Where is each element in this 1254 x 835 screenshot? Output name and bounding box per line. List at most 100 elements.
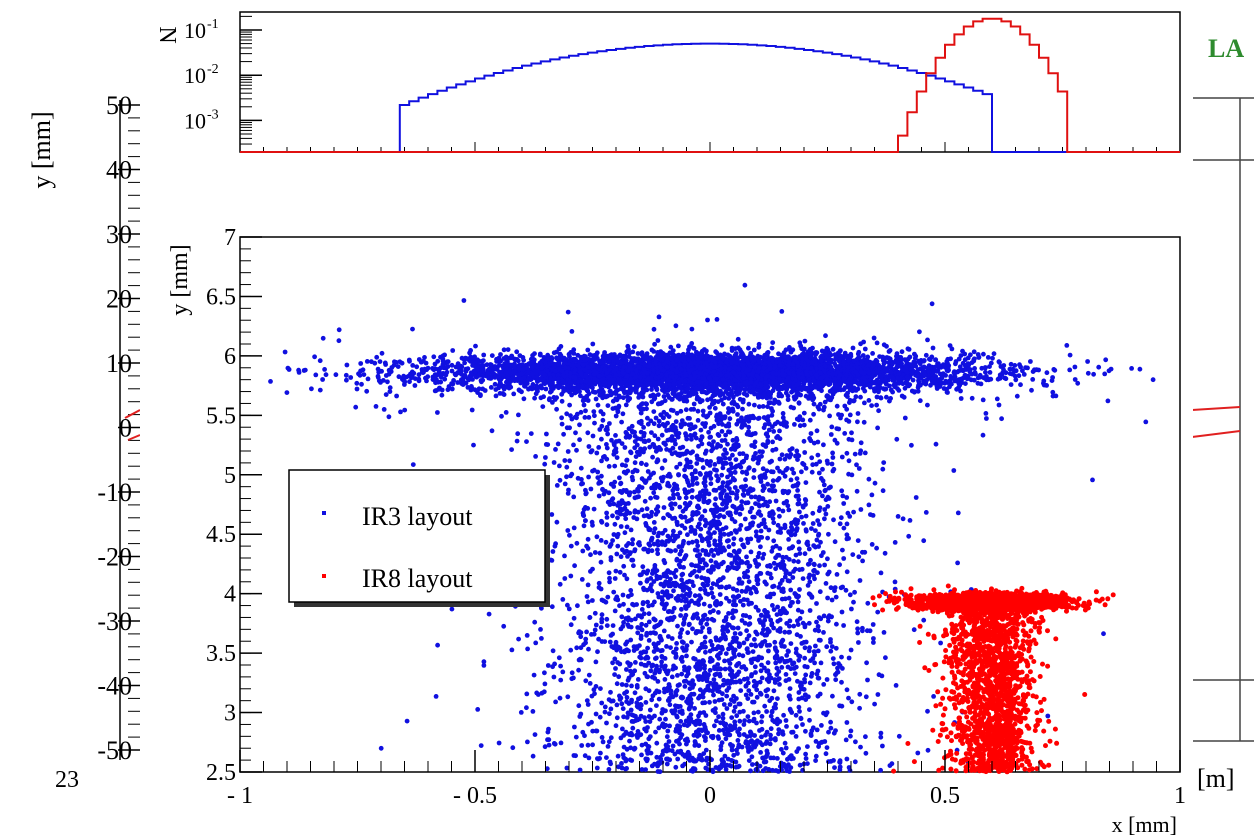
scatter-point-ir3 bbox=[655, 352, 661, 357]
scatter-point-ir3 bbox=[819, 353, 825, 359]
scatter-point-ir3 bbox=[1008, 382, 1014, 387]
scatter-point-ir3 bbox=[511, 391, 517, 397]
scatter-point-ir3 bbox=[559, 391, 565, 397]
scatter-point-ir3 bbox=[518, 380, 524, 386]
scatter-point-ir3 bbox=[884, 343, 889, 349]
scatter-point-ir3 bbox=[837, 372, 843, 378]
scatter-point-ir3 bbox=[395, 364, 401, 369]
scatter-point-ir3 bbox=[1075, 380, 1081, 386]
scatter-point-ir3 bbox=[312, 354, 317, 360]
scatter-point-ir3 bbox=[320, 377, 325, 382]
scatter-point-ir3 bbox=[719, 342, 725, 348]
scatter-point-ir3 bbox=[910, 377, 916, 383]
scatter-point-ir3 bbox=[944, 389, 950, 395]
scatter-point-ir3 bbox=[597, 392, 603, 398]
scatter-point-ir3 bbox=[703, 355, 709, 361]
scatter-point-ir3 bbox=[728, 381, 734, 387]
scatter-point-ir3 bbox=[613, 372, 618, 378]
scatter-point-ir3 bbox=[558, 344, 564, 349]
scatter-point-ir3 bbox=[470, 377, 475, 382]
scatter-point-ir3 bbox=[396, 374, 402, 380]
scatter-point-ir3 bbox=[987, 370, 993, 375]
scatter-point-ir3 bbox=[375, 366, 381, 372]
scatter-point-ir3 bbox=[648, 355, 653, 361]
scatter-point-ir3 bbox=[923, 352, 929, 358]
scatter-point-ir3 bbox=[445, 359, 451, 365]
scatter-point-ir3 bbox=[807, 347, 813, 352]
scatter-point-ir3 bbox=[940, 371, 946, 377]
scatter-point-ir3 bbox=[945, 365, 951, 371]
histogram-ytick-label: 10 bbox=[184, 63, 206, 88]
scatter-point-ir3 bbox=[982, 375, 988, 381]
scatter-point-ir3 bbox=[407, 358, 412, 364]
scatter-point-ir3 bbox=[387, 389, 393, 394]
scatter-point-ir3 bbox=[402, 382, 407, 387]
scatter-point-ir3 bbox=[795, 363, 801, 369]
histogram-ylabel: N bbox=[154, 26, 180, 43]
scatter-point-ir3 bbox=[990, 355, 995, 361]
scatter-point-ir3 bbox=[268, 379, 273, 384]
scatter-point-ir3 bbox=[344, 377, 349, 383]
scatter-point-ir3 bbox=[972, 366, 977, 371]
scatter-point-ir3 bbox=[1044, 370, 1050, 376]
scatter-point-ir3 bbox=[855, 355, 861, 361]
scatter-point-ir3 bbox=[548, 376, 553, 381]
histogram-series-ir8 bbox=[240, 17, 1180, 153]
scatter-point-ir3 bbox=[1014, 393, 1020, 399]
background-red-mark bbox=[1191, 406, 1241, 411]
scatter-point-ir3 bbox=[854, 361, 860, 367]
scatter-point-ir3 bbox=[416, 376, 422, 382]
scatter-point-ir3 bbox=[302, 367, 308, 373]
scatter-point-ir3 bbox=[372, 360, 378, 366]
scatter-point-ir3 bbox=[379, 350, 385, 356]
scatter-point-ir3 bbox=[449, 386, 455, 392]
scatter-point-ir3 bbox=[378, 380, 383, 385]
scatter-point-ir3 bbox=[721, 355, 727, 360]
scatter-point-ir3 bbox=[1021, 372, 1027, 377]
scatter-point-ir3 bbox=[631, 344, 637, 350]
scatter-point-ir3 bbox=[777, 363, 783, 368]
scatter-point-ir3 bbox=[406, 373, 412, 379]
scatter-point-ir3 bbox=[478, 378, 484, 383]
scatter-point-ir3 bbox=[1044, 383, 1049, 388]
scatter-point-ir3 bbox=[450, 381, 456, 387]
scatter-point-ir3 bbox=[980, 397, 986, 403]
scatter-point-ir3 bbox=[499, 370, 504, 375]
scatter-point-ir3 bbox=[836, 380, 842, 386]
scatter-point-ir3 bbox=[423, 360, 429, 366]
scatter-point-ir3 bbox=[638, 382, 644, 388]
scatter-point-ir3 bbox=[930, 345, 936, 351]
scatter-point-ir3 bbox=[898, 355, 904, 360]
scatter-point-ir3 bbox=[880, 354, 885, 360]
scatter-point-ir3 bbox=[535, 385, 540, 391]
scatter-point-ir3 bbox=[438, 373, 443, 379]
scatter-point-ir3 bbox=[1001, 363, 1007, 368]
scatter-point-ir3 bbox=[824, 345, 830, 351]
scatter-point-ir3 bbox=[554, 349, 559, 355]
scatter-point-ir3 bbox=[936, 363, 942, 368]
scatter-point-ir3 bbox=[547, 361, 552, 367]
scatter-point-ir3 bbox=[868, 375, 874, 380]
scatter-point-ir3 bbox=[995, 376, 1001, 382]
scatter-point-ir3 bbox=[985, 355, 991, 360]
scatter-point-ir3 bbox=[597, 360, 603, 366]
scatter-point-ir3 bbox=[828, 364, 834, 370]
scatter-point-ir3 bbox=[975, 380, 981, 386]
scatter-point-ir3 bbox=[375, 375, 381, 380]
scatter-point-ir3 bbox=[1103, 357, 1109, 363]
scatter-point-ir3 bbox=[364, 388, 370, 394]
histogram-ytick-exponent: -3 bbox=[207, 107, 219, 122]
scatter-point-ir3 bbox=[323, 372, 329, 378]
scatter-point-ir3 bbox=[751, 347, 757, 353]
histogram-ytick-exponent: -2 bbox=[207, 62, 219, 77]
scatter-point-ir3 bbox=[1052, 367, 1058, 373]
scatter-point-ir3 bbox=[651, 349, 657, 354]
scatter-point-ir3 bbox=[846, 357, 852, 363]
scatter-point-ir3 bbox=[309, 386, 314, 392]
scatter-point-ir3 bbox=[585, 347, 591, 353]
scatter-point-ir3 bbox=[633, 385, 638, 391]
scatter-point-ir3 bbox=[566, 351, 572, 357]
scatter-point-ir3 bbox=[430, 366, 435, 371]
